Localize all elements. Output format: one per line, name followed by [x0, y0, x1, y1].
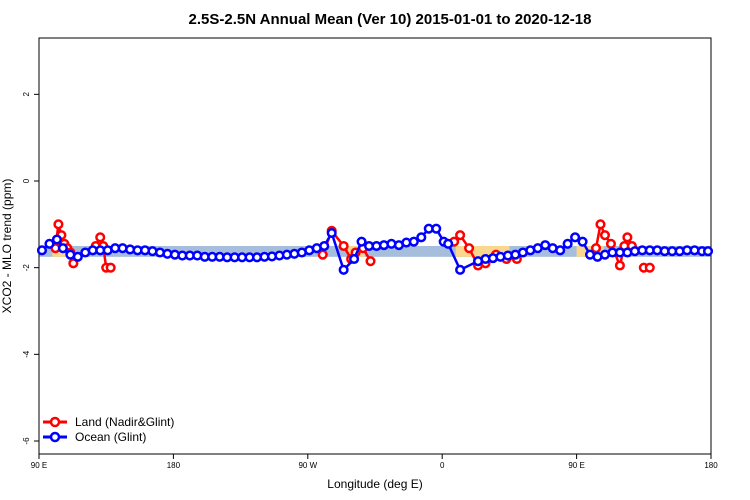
ocean-series-point [577, 236, 588, 247]
land-series-point [68, 258, 79, 269]
land-series-point [95, 232, 106, 243]
land-series-point [614, 260, 625, 271]
y-axis: 2 0 -2 -4 -6 [22, 92, 39, 445]
x-axis-label: Longitude (deg E) [327, 477, 422, 491]
ocean-series-point [57, 243, 68, 254]
ocean-series-point [51, 234, 62, 245]
y-tick-label: -6 [22, 437, 31, 445]
chart-title: 2.5S-2.5N Annual Mean (Ver 10) 2015-01-0… [189, 11, 592, 28]
land-series-point [105, 262, 116, 273]
x-tick-label: 90 W [298, 461, 317, 470]
ocean-series-point [408, 236, 419, 247]
x-tick-label: 90 E [31, 461, 47, 470]
ocean-series-point [416, 232, 427, 243]
land-series-point [317, 249, 328, 260]
plot-frame [38, 37, 712, 455]
ocean-series-point [44, 238, 55, 249]
reference-band [39, 246, 711, 257]
land-series-point [455, 230, 466, 241]
series-layer [36, 219, 714, 275]
ocean-series-point [702, 246, 714, 257]
x-tick-label: 90 E [568, 461, 584, 470]
land-series-point [599, 230, 611, 241]
ocean-series-point [356, 236, 367, 247]
x-axis: 90 E 180 90 W 0 90 E 180 [31, 454, 718, 470]
y-tick-label: 2 [22, 92, 31, 97]
land-series-point [338, 240, 349, 252]
y-tick-label: -2 [22, 264, 31, 272]
land-series-point [365, 256, 376, 267]
land-series-point [605, 238, 616, 249]
land-highlight-band [455, 246, 510, 257]
ocean-series-point [562, 238, 573, 249]
ocean-series-point [349, 253, 360, 265]
ocean-series-point [338, 264, 349, 275]
x-tick-label: 180 [704, 461, 718, 470]
legend-ocean-label: Ocean (Glint) [75, 430, 146, 444]
land-series-point [622, 232, 633, 243]
ocean-series-point [570, 232, 581, 243]
ocean-series-point [555, 245, 566, 256]
ocean-series-point [443, 238, 454, 249]
land-series-point [53, 219, 64, 230]
land-series-point [644, 262, 655, 273]
legend: Land (Nadir&Glint) Ocean (Glint) [43, 415, 174, 444]
ocean-series-point [36, 245, 48, 256]
land-series-point [590, 243, 602, 254]
y-tick-label: -4 [22, 350, 31, 358]
land-series-point [595, 219, 606, 230]
ocean-series-point [326, 227, 337, 239]
ocean-series-point [319, 240, 330, 252]
legend-ocean-marker [49, 431, 61, 443]
x-tick-label: 180 [167, 461, 181, 470]
land-series-point [464, 243, 475, 254]
legend-land-marker [49, 416, 61, 428]
y-axis-label: XCO2 - MLO trend (ppm) [0, 179, 14, 314]
x-tick-label: 0 [440, 461, 445, 470]
legend-land-label: Land (Nadir&Glint) [75, 415, 174, 429]
ocean-series-point [72, 251, 83, 262]
y-tick-label: 0 [22, 178, 31, 183]
ocean-series-point [431, 223, 442, 234]
ocean-series-point [455, 264, 466, 275]
